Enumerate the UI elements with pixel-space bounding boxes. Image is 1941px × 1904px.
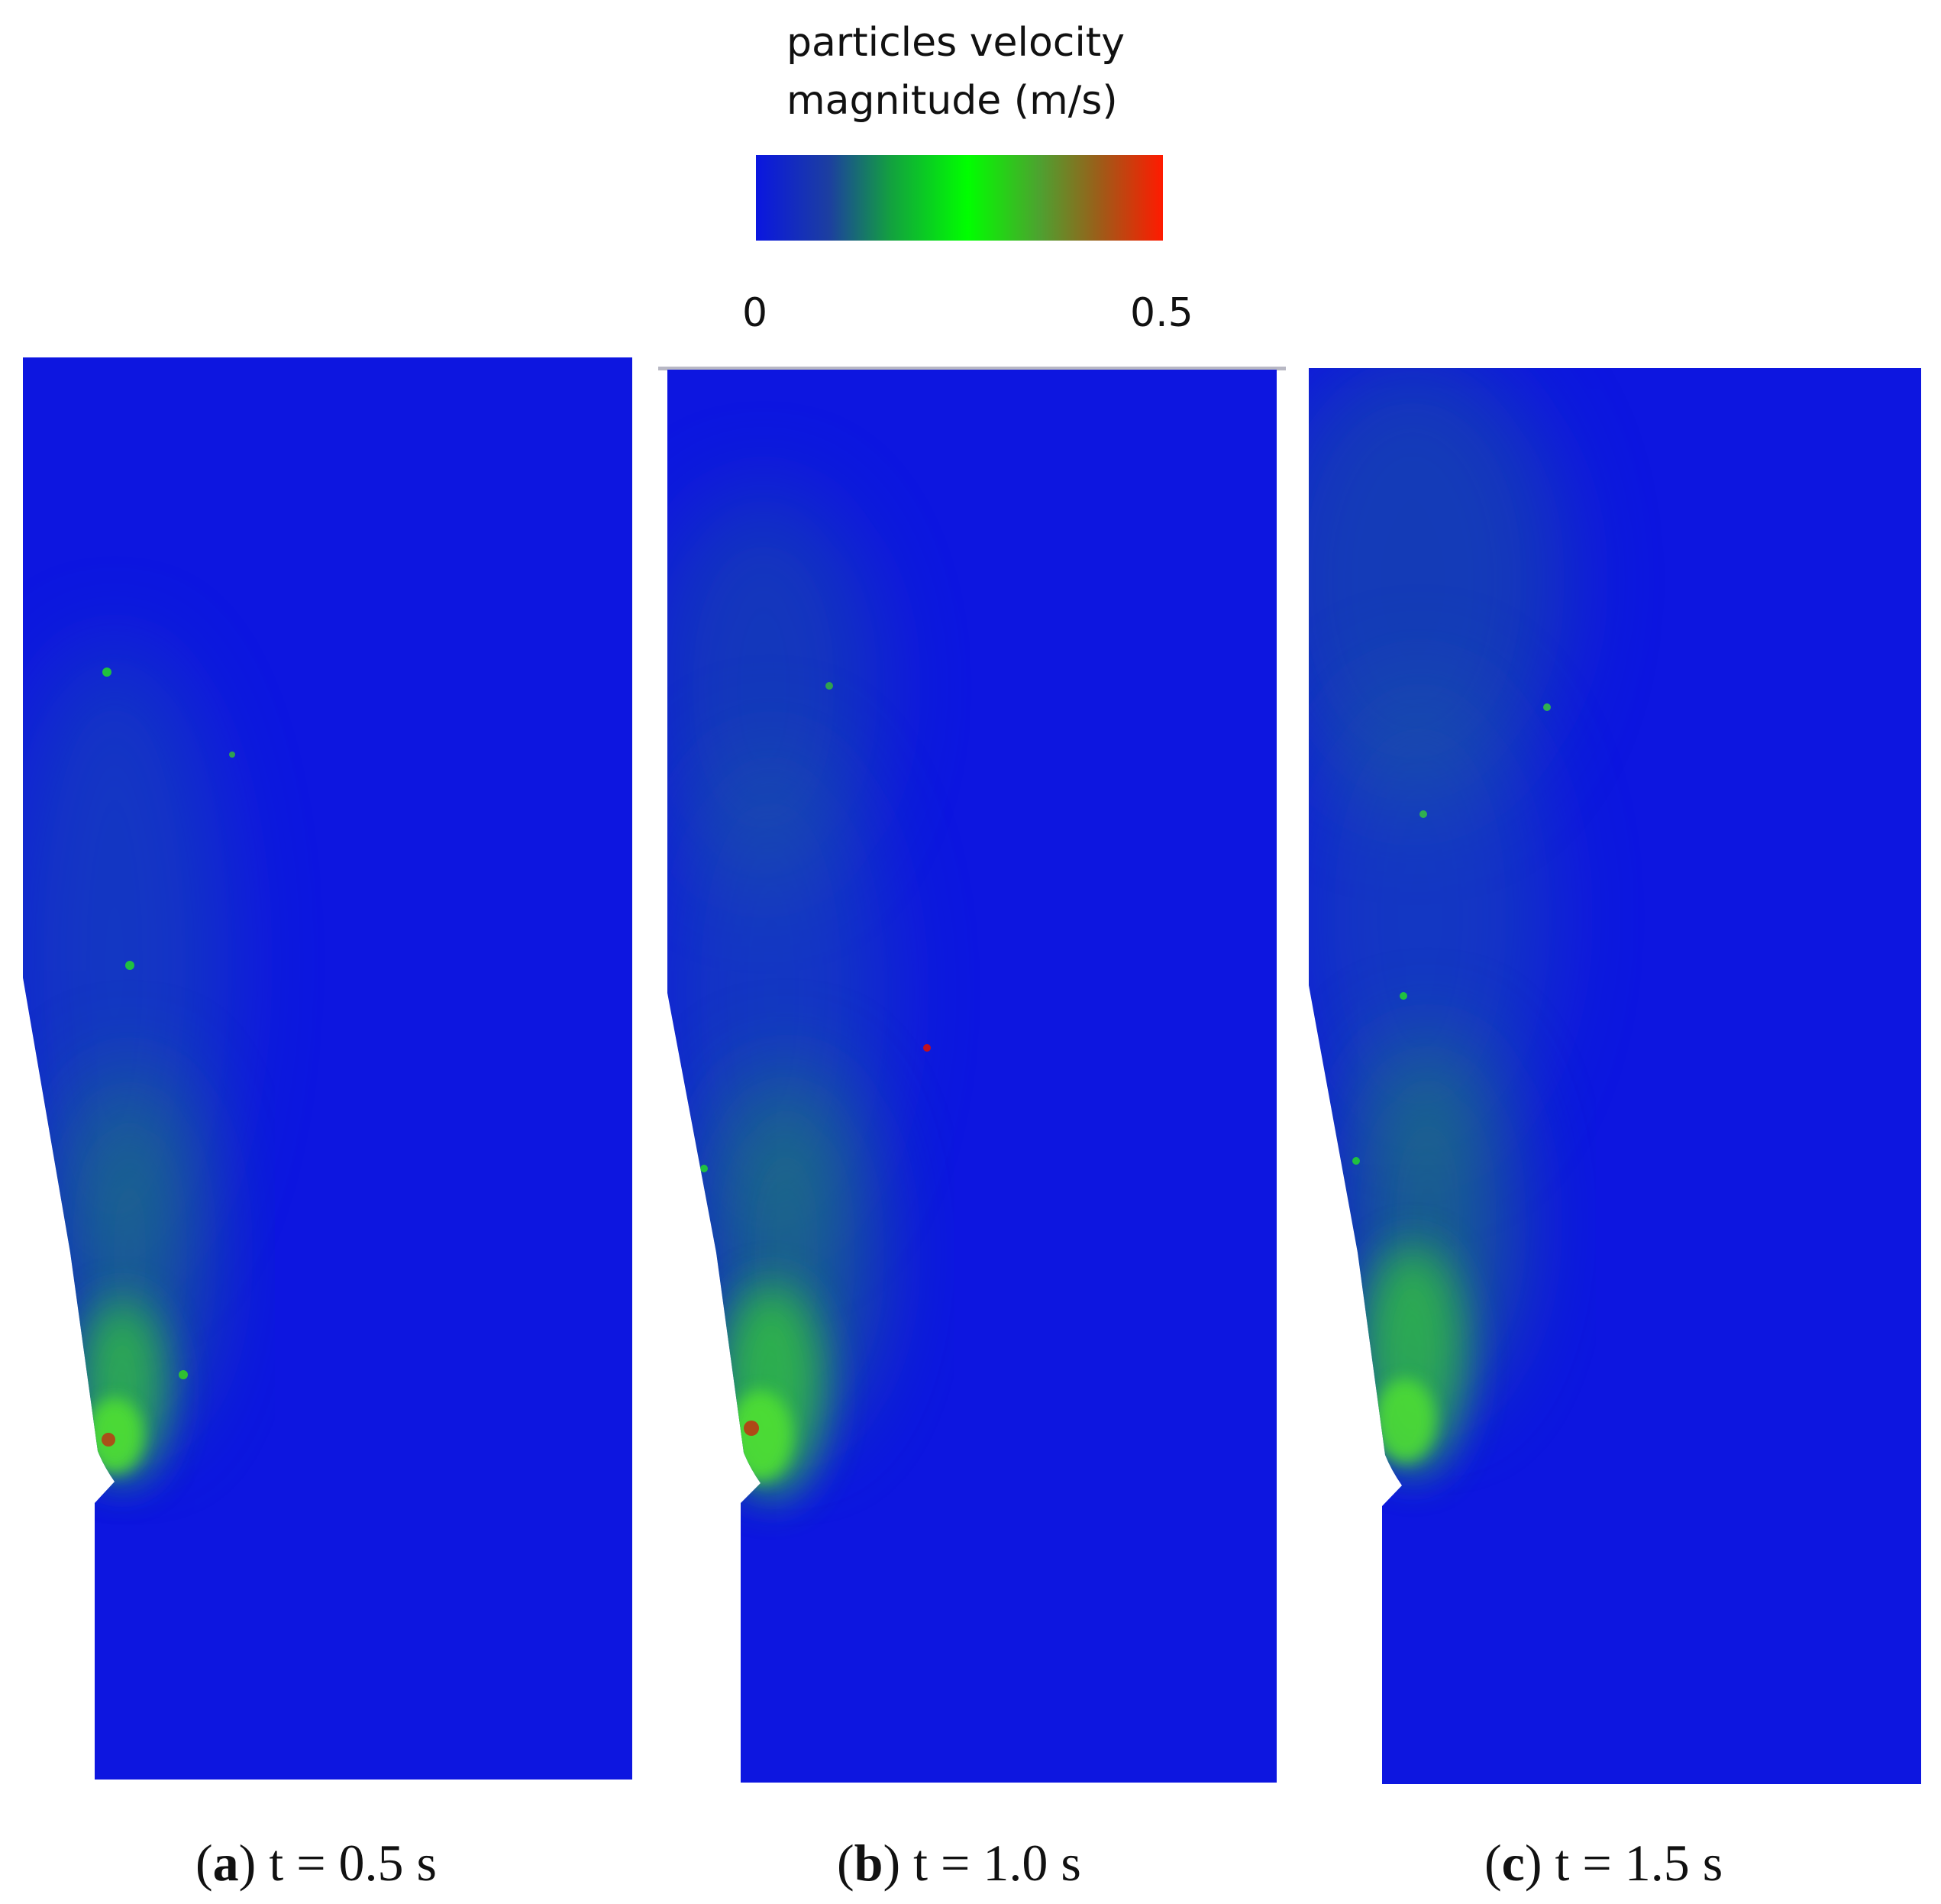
caption-a-time: t = 0.5 s: [269, 1834, 438, 1892]
panel-b-field: [667, 370, 1277, 1783]
caption-c-time: t = 1.5 s: [1555, 1834, 1723, 1892]
panel-b-top-edge: [658, 367, 1286, 370]
velocity-colorbar: [756, 155, 1163, 241]
panel-c-field: [1309, 368, 1921, 1784]
panel-a-field: [23, 357, 632, 1780]
caption-c-letter: c: [1501, 1834, 1525, 1892]
caption-b-time: t = 1.0 s: [913, 1834, 1081, 1892]
caption-b: (b) t = 1.0 s: [837, 1834, 1081, 1892]
caption-a-letter: a: [212, 1834, 239, 1892]
caption-b-letter: b: [854, 1834, 883, 1892]
caption-c: (c) t = 1.5 s: [1484, 1834, 1723, 1892]
colorbar-title: particles velocity magnitude (m/s): [786, 14, 1214, 130]
colorbar-title-line1: particles velocity: [786, 20, 1125, 66]
caption-a: (a) t = 0.5 s: [195, 1834, 438, 1892]
colorbar-max-label: 0.5: [1130, 290, 1193, 336]
colorbar-min-label: 0: [742, 290, 768, 336]
colorbar-title-line2: magnitude (m/s): [786, 78, 1118, 124]
